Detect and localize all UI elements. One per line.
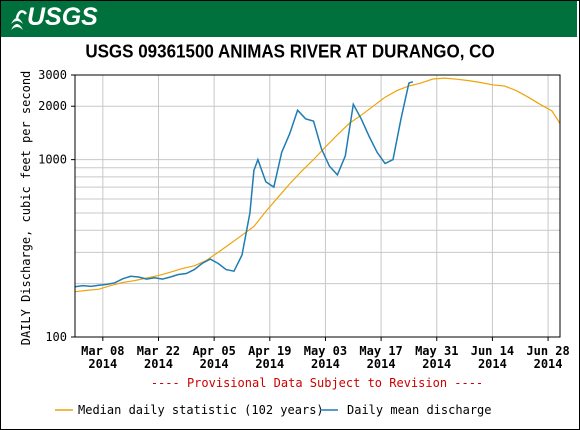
x-tick-year: 2014	[144, 357, 173, 371]
x-tick-label: May 17	[359, 344, 402, 358]
y-axis-ticks: 100 1000 2000 3000	[38, 68, 75, 344]
x-tick-label: Mar 08	[81, 344, 124, 358]
median-series-line	[74, 77, 561, 293]
x-tick-year: 2014	[367, 357, 396, 371]
plot-area	[74, 74, 561, 338]
series-layer	[74, 77, 561, 293]
x-tick-label: Jun 28	[526, 344, 569, 358]
x-tick-year: 2014	[478, 357, 507, 371]
daily-mean-series-line	[74, 80, 414, 288]
provisional-annotation: ---- Provisional Data Subject to Revisio…	[151, 376, 483, 390]
x-tick-year: 2014	[88, 357, 117, 371]
grid-lines	[75, 74, 560, 337]
legend-label: Median daily statistic (102 years)	[78, 403, 324, 417]
x-tick-year: 2014	[311, 357, 340, 371]
x-tick-label: May 31	[415, 344, 458, 358]
chart-title: USGS 09361500 ANIMAS RIVER AT DURANGO, C…	[85, 41, 495, 62]
x-tick-label: May 03	[304, 344, 347, 358]
x-tick-label: Apr 05	[192, 344, 235, 358]
usgs-header-bar: USGS	[1, 1, 577, 37]
legend: Median daily statistic (102 years) Daily …	[55, 403, 492, 417]
legend-label: Daily mean discharge	[347, 403, 492, 417]
y-tick-label: 3000	[38, 68, 67, 82]
x-tick-label: Mar 22	[137, 344, 180, 358]
x-tick-year: 2014	[422, 357, 451, 371]
usgs-logo-text: USGS	[27, 3, 98, 31]
x-tick-label: Apr 19	[248, 344, 291, 358]
x-tick-year: 2014	[200, 357, 229, 371]
x-tick-year: 2014	[534, 357, 563, 371]
y-tick-label: 100	[45, 330, 67, 344]
usgs-logo-icon	[11, 10, 27, 30]
y-tick-label: 2000	[38, 99, 67, 113]
x-tick-label: Jun 14	[471, 344, 514, 358]
y-axis-label: DAILY Discharge, cubic feet per second	[19, 71, 33, 346]
x-tick-year: 2014	[255, 357, 284, 371]
y-tick-label: 1000	[38, 153, 67, 167]
